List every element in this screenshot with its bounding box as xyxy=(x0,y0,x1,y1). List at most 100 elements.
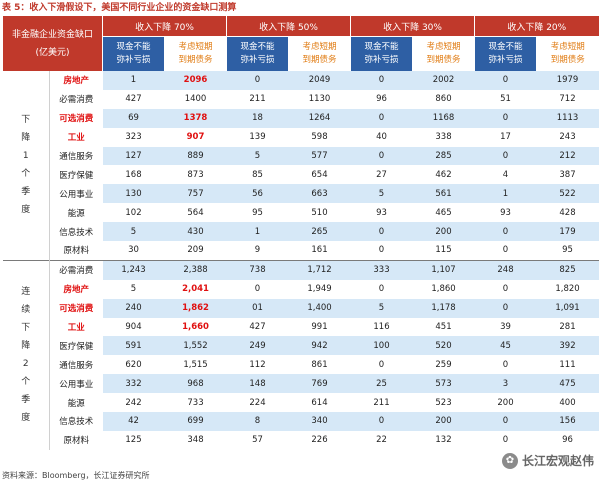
industry-name: 能源 xyxy=(49,393,103,413)
industry-name: 医疗保健 xyxy=(49,336,103,356)
table-row: 医疗保健 591 1,552 249 942 100 520 45 392 xyxy=(3,336,599,356)
cell-with-short-debt: 392 xyxy=(536,336,599,356)
table-row: 房地产 5 2,041 0 1,949 0 1,860 0 1,820 xyxy=(3,279,599,299)
cell-cash-shortfall: 0 xyxy=(350,146,413,166)
industry-name: 信息技术 xyxy=(49,222,103,242)
cell-with-short-debt: 614 xyxy=(288,393,351,413)
table-row: 公用事业 130 757 56 663 5 561 1 522 xyxy=(3,184,599,204)
industry-name: 能源 xyxy=(49,203,103,223)
industry-name: 原材料 xyxy=(49,430,103,450)
cell-cash-shortfall: 0 xyxy=(350,241,413,261)
scenario-header: 收入下降 70% xyxy=(102,16,227,37)
cell-with-short-debt: 400 xyxy=(536,393,599,413)
table-row: 工业 323 907 139 598 40 338 17 243 xyxy=(3,127,599,147)
cell-cash-shortfall: 3 xyxy=(474,374,537,394)
cell-with-short-debt: 889 xyxy=(164,146,227,166)
cell-cash-shortfall: 45 xyxy=(474,336,537,356)
cell-cash-shortfall: 1 xyxy=(102,71,165,90)
cell-with-short-debt: 1264 xyxy=(288,108,351,128)
cell-with-short-debt: 243 xyxy=(536,127,599,147)
cell-cash-shortfall: 0 xyxy=(226,279,289,299)
cell-cash-shortfall: 112 xyxy=(226,355,289,375)
cell-with-short-debt: 95 xyxy=(536,241,599,261)
group-label-char: 连 xyxy=(21,287,31,298)
cell-cash-shortfall: 211 xyxy=(226,89,289,109)
corner-header: 非金融企业资金缺口 (亿美元) xyxy=(1,16,103,71)
corner-title: 非金融企业资金缺口 xyxy=(12,29,94,40)
cell-with-short-debt: 873 xyxy=(164,165,227,185)
cell-with-short-debt: 654 xyxy=(288,165,351,185)
group-label: 连续下降 2 个季度 xyxy=(2,259,50,450)
industry-name: 通信服务 xyxy=(49,146,103,166)
subheader-cash-shortfall: 现金不能 弥补亏损 xyxy=(474,36,537,71)
cell-cash-shortfall: 125 xyxy=(102,430,165,450)
cell-cash-shortfall: 56 xyxy=(226,184,289,204)
cell-with-short-debt: 462 xyxy=(412,165,475,185)
cell-cash-shortfall: 17 xyxy=(474,127,537,147)
scenario-header: 收入下降 30% xyxy=(350,16,475,37)
industry-name: 公用事业 xyxy=(49,374,103,394)
group-label: 下降 1 个季度 xyxy=(2,71,50,261)
cell-cash-shortfall: 0 xyxy=(474,71,537,90)
cell-with-short-debt: 757 xyxy=(164,184,227,204)
cell-with-short-debt: 226 xyxy=(288,430,351,450)
cell-cash-shortfall: 139 xyxy=(226,127,289,147)
cell-with-short-debt: 523 xyxy=(412,393,475,413)
industry-name: 公用事业 xyxy=(49,184,103,204)
cell-cash-shortfall: 0 xyxy=(474,412,537,431)
group-label-char: 降 xyxy=(21,341,31,352)
cell-cash-shortfall: 39 xyxy=(474,317,537,337)
cell-cash-shortfall: 93 xyxy=(474,203,537,223)
subheader-row: 现金不能 弥补亏损 考虑短期 到期债务 现金不能 弥补亏损 考虑短期 到期债务 现金不能 弥补亏损… xyxy=(3,36,599,71)
subheader-with-short-debt: 考虑短期 到期债务 xyxy=(288,36,351,71)
cell-cash-shortfall: 0 xyxy=(350,222,413,242)
scenario-header: 收入下降 20% xyxy=(474,16,599,37)
cell-with-short-debt: 598 xyxy=(288,127,351,147)
cell-cash-shortfall: 240 xyxy=(102,298,165,318)
cell-cash-shortfall: 591 xyxy=(102,336,165,356)
subheader-cash-shortfall: 现金不能 弥补亏损 xyxy=(226,36,289,71)
cell-with-short-debt: 161 xyxy=(288,241,351,261)
cell-cash-shortfall: 8 xyxy=(226,412,289,431)
cell-cash-shortfall: 57 xyxy=(226,430,289,450)
cell-with-short-debt: 285 xyxy=(412,146,475,166)
cell-cash-shortfall: 96 xyxy=(350,89,413,109)
cell-with-short-debt: 968 xyxy=(164,374,227,394)
cell-cash-shortfall: 211 xyxy=(350,393,413,413)
cell-cash-shortfall: 130 xyxy=(102,184,165,204)
cell-with-short-debt: 733 xyxy=(164,393,227,413)
cell-cash-shortfall: 5 xyxy=(102,222,165,242)
cell-cash-shortfall: 148 xyxy=(226,374,289,394)
cell-with-short-debt: 387 xyxy=(536,165,599,185)
group-label-char: 度 xyxy=(21,205,31,216)
scenario-header-row: 非金融企业资金缺口 (亿美元) 收入下降 70% 收入下降 50% 收入下降 3… xyxy=(1,16,599,71)
cell-with-short-debt: 699 xyxy=(164,412,227,431)
cell-cash-shortfall: 9 xyxy=(226,241,289,261)
cell-with-short-debt: 577 xyxy=(288,146,351,166)
cell-cash-shortfall: 100 xyxy=(350,336,413,356)
industry-name: 信息技术 xyxy=(49,412,103,431)
corner-unit: (亿美元) xyxy=(35,47,70,58)
cell-cash-shortfall: 0 xyxy=(474,430,537,450)
subheader-cash-shortfall: 现金不能 弥补亏损 xyxy=(102,36,165,71)
cell-with-short-debt: 991 xyxy=(288,317,351,337)
table-row: 原材料 30 209 9 161 0 115 0 95 xyxy=(3,241,599,261)
cell-cash-shortfall: 200 xyxy=(474,393,537,413)
cell-with-short-debt: 1400 xyxy=(164,89,227,109)
industry-name: 通信服务 xyxy=(49,355,103,375)
cell-cash-shortfall: 332 xyxy=(102,374,165,394)
cell-cash-shortfall: 0 xyxy=(350,279,413,299)
cell-with-short-debt: 520 xyxy=(412,336,475,356)
cell-cash-shortfall: 93 xyxy=(350,203,413,223)
funding-gap-table: 非金融企业资金缺口 (亿美元) 收入下降 70% 收入下降 50% 收入下降 3… xyxy=(1,16,599,450)
group-label-char: 下 xyxy=(21,323,31,334)
cell-cash-shortfall: 904 xyxy=(102,317,165,337)
cell-with-short-debt: 259 xyxy=(412,355,475,375)
industry-name: 必需消费 xyxy=(49,259,103,280)
cell-with-short-debt: 1378 xyxy=(164,108,227,128)
cell-with-short-debt: 564 xyxy=(164,203,227,223)
industry-name: 房地产 xyxy=(49,279,103,299)
cell-cash-shortfall: 0 xyxy=(474,298,537,318)
watermark-text: 长江宏观赵伟 xyxy=(521,454,594,468)
cell-cash-shortfall: 0 xyxy=(350,412,413,431)
